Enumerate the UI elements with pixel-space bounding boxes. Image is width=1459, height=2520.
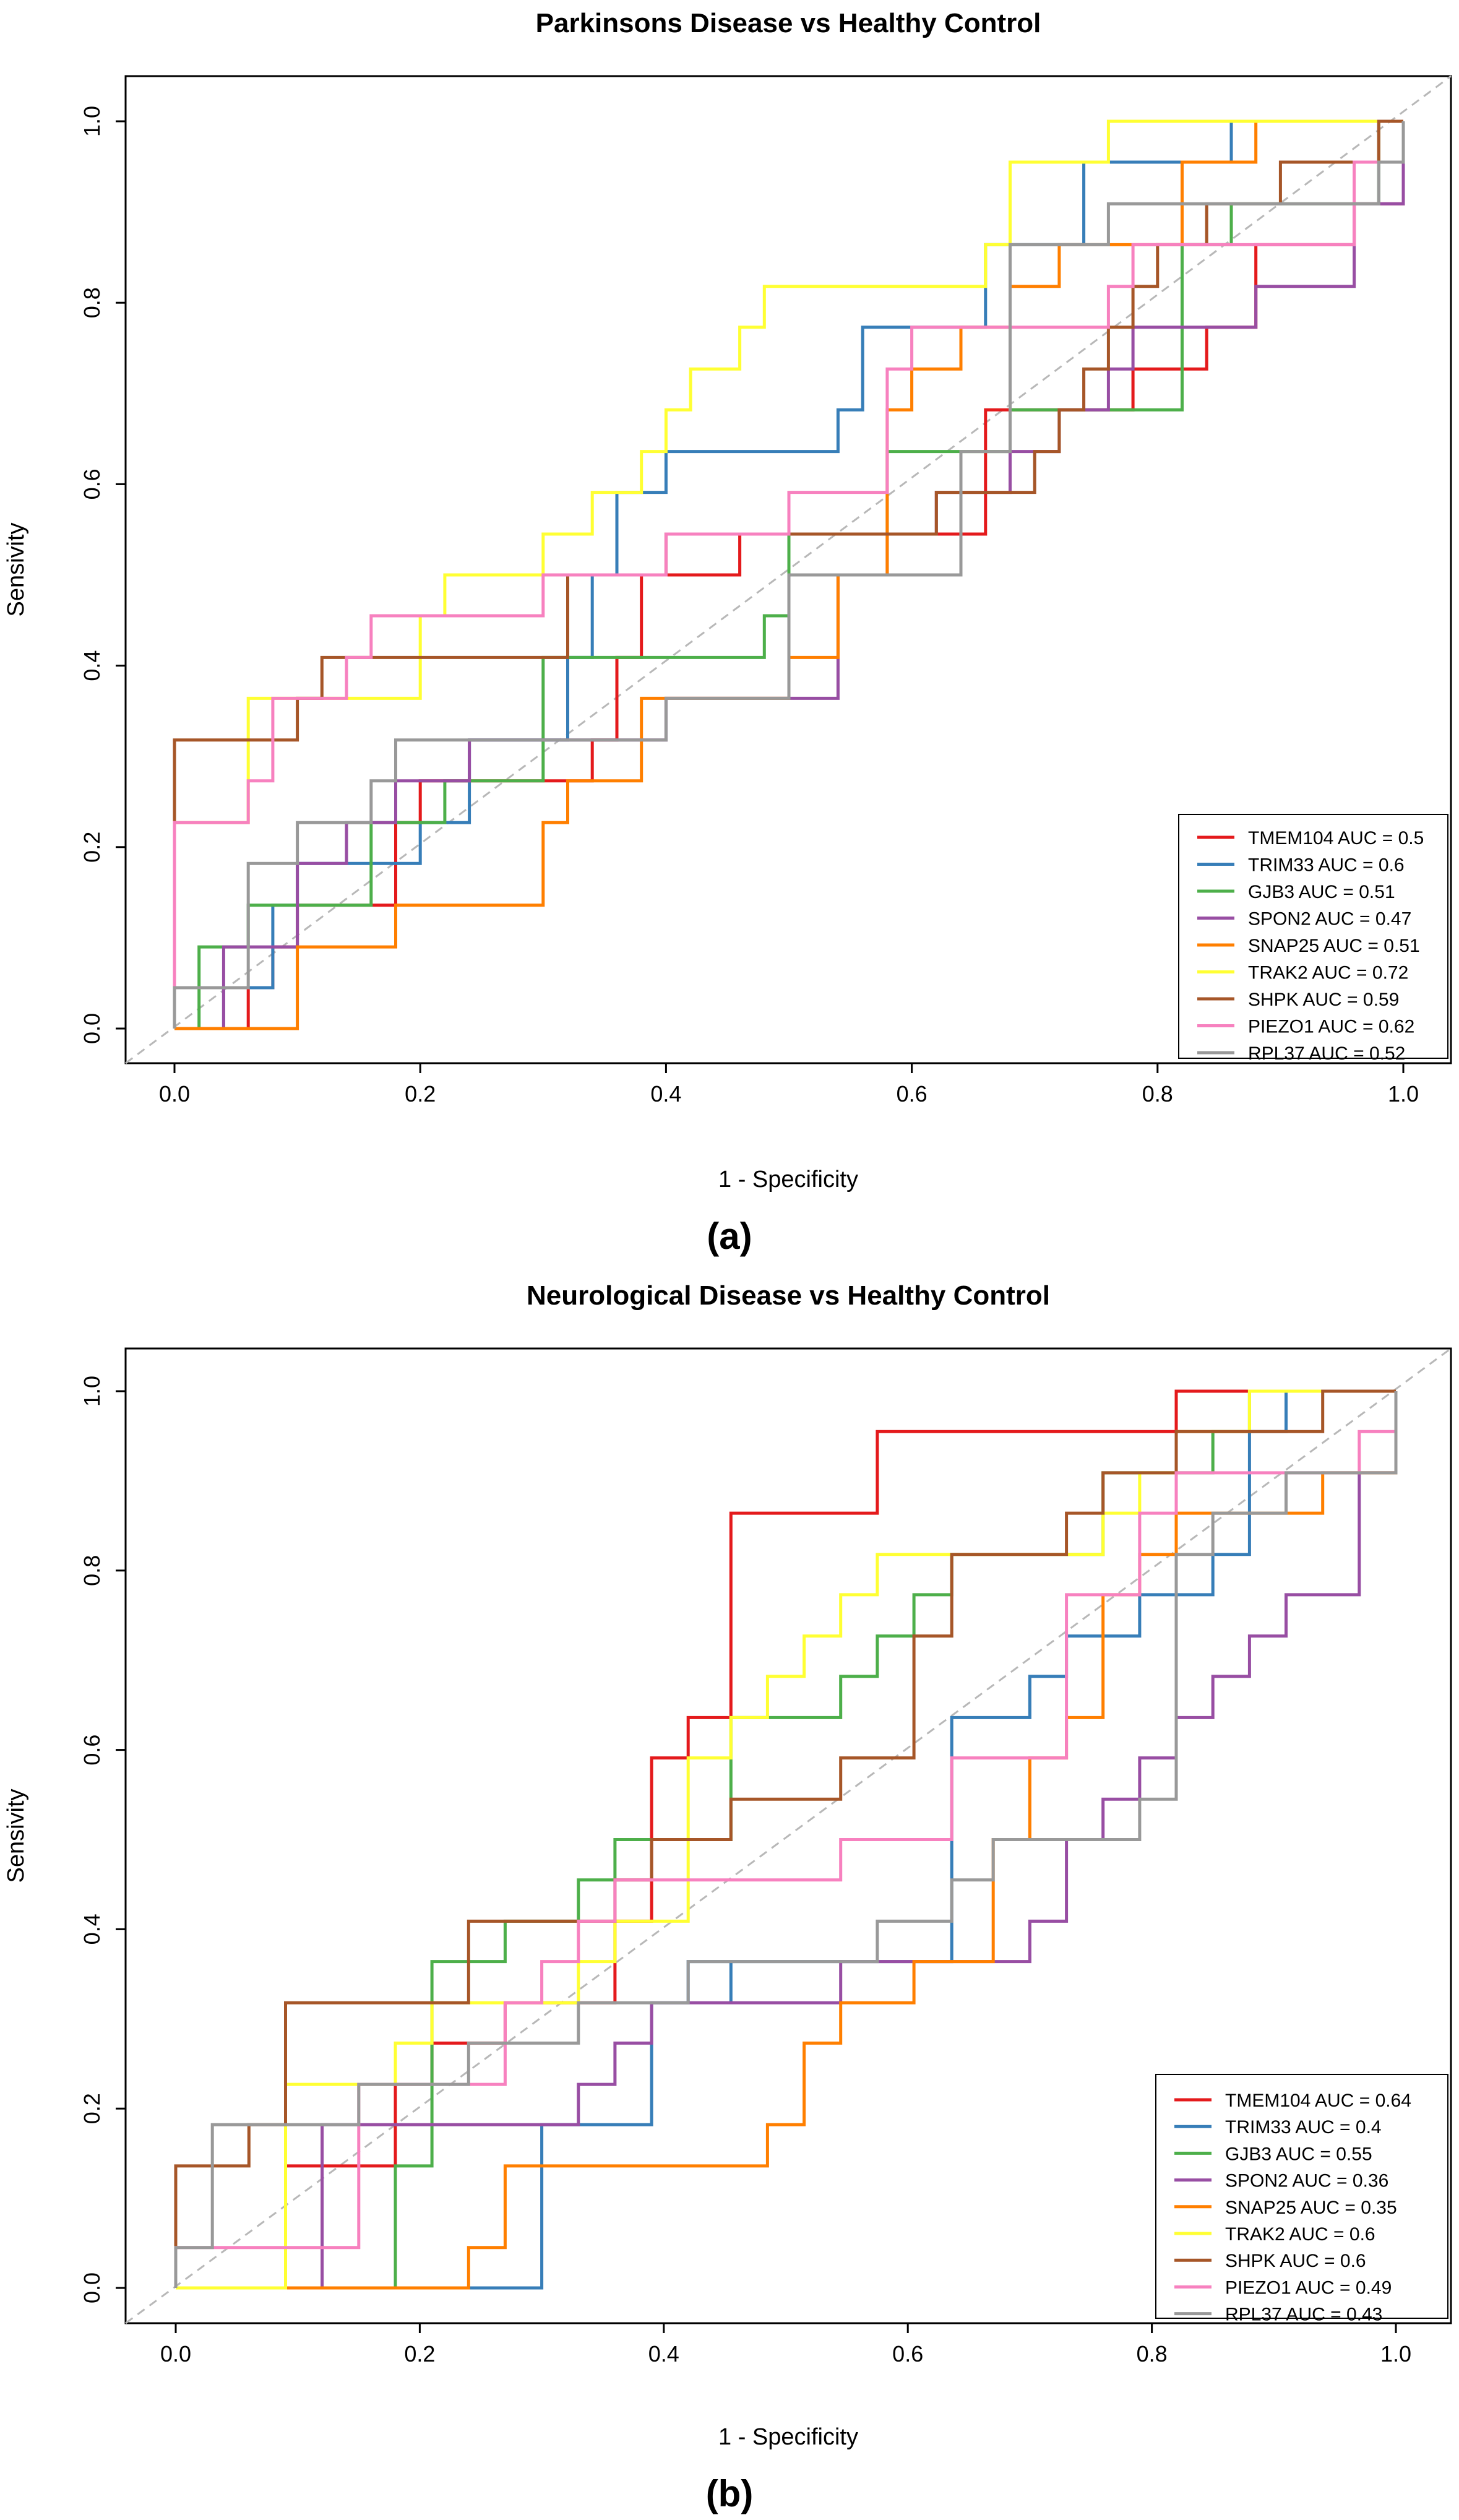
legend-label-snap25: SNAP25 AUC = 0.35	[1225, 2198, 1397, 2218]
roc-curve-trak2	[173, 119, 1403, 1029]
legend-label-tmem104: TMEM104 AUC = 0.5	[1248, 828, 1424, 848]
x-tick-label: 0.2	[404, 2341, 435, 2367]
legend-label-tmem104: TMEM104 AUC = 0.64	[1225, 2091, 1411, 2111]
y-tick-label: 0.8	[79, 1555, 105, 1586]
y-axis-label: Sensivity	[3, 1789, 29, 1883]
x-tick-label: 0.4	[650, 1081, 681, 1107]
legend-label-snap25: SNAP25 AUC = 0.51	[1248, 936, 1420, 956]
legend-label-rpl37: RPL37 AUC = 0.52	[1248, 1043, 1405, 1064]
x-tick-label: 0.2	[405, 1081, 436, 1107]
y-tick-label: 1.0	[79, 106, 105, 137]
x-tick-label: 1.0	[1380, 2341, 1411, 2367]
x-axis-label: 1 - Specificity	[718, 2424, 858, 2450]
legend-label-shpk: SHPK AUC = 0.59	[1248, 990, 1399, 1010]
roc-curve-shpk	[173, 119, 1403, 1029]
y-tick-label: 0.2	[79, 832, 105, 863]
x-tick-label: 0.4	[648, 2341, 679, 2367]
y-tick-label: 0.0	[79, 1013, 105, 1044]
plot-frame	[124, 75, 1452, 1064]
legend-label-trak2: TRAK2 AUC = 0.6	[1225, 2224, 1375, 2245]
x-tick-label: 0.0	[159, 1081, 190, 1107]
x-tick-label: 0.6	[892, 2341, 923, 2367]
y-tick-label: 0.2	[79, 2093, 105, 2124]
y-tick-label: 0.4	[79, 650, 105, 681]
legend-label-trim33: TRIM33 AUC = 0.4	[1225, 2117, 1382, 2138]
x-tick-label: 0.8	[1137, 2341, 1168, 2367]
legend-label-shpk: SHPK AUC = 0.6	[1225, 2251, 1366, 2271]
roc-curve-shpk	[174, 1389, 1396, 2288]
x-axis-label: 1 - Specificity	[718, 1167, 858, 1193]
y-tick-label: 0.4	[79, 1914, 105, 1944]
legend-label-piezo1: PIEZO1 AUC = 0.49	[1225, 2277, 1392, 2298]
roc-curve-trak2	[176, 1389, 1396, 2290]
legend-label-gjb3: GJB3 AUC = 0.55	[1225, 2144, 1372, 2164]
legend-box	[1178, 814, 1448, 1059]
legend-label-trak2: TRAK2 AUC = 0.72	[1248, 963, 1408, 983]
roc-curve-rpl37	[174, 1391, 1398, 2288]
roc-curve-trim33	[176, 1389, 1396, 2290]
legend-box	[1155, 2074, 1448, 2319]
panel-label: (a)	[707, 1215, 752, 1257]
panel-label: (b)	[706, 2473, 754, 2514]
y-tick-label: 0.6	[79, 468, 105, 499]
legend-label-spon2: SPON2 AUC = 0.47	[1248, 909, 1411, 930]
roc-curve-rpl37	[173, 121, 1405, 1029]
x-tick-label: 0.0	[160, 2341, 191, 2367]
diagonal-reference-line	[125, 75, 1452, 1064]
chart-title: Parkinsons Disease vs Healthy Control	[536, 8, 1041, 38]
y-axis-label: Sensivity	[3, 522, 29, 616]
x-tick-label: 0.6	[897, 1081, 927, 1107]
diagonal-reference-line	[125, 1347, 1452, 2324]
legend-label-spon2: SPON2 AUC = 0.36	[1225, 2171, 1388, 2191]
x-tick-label: 1.0	[1388, 1081, 1419, 1107]
y-tick-label: 0.6	[79, 1735, 105, 1766]
legend-label-trim33: TRIM33 AUC = 0.6	[1248, 855, 1405, 876]
plot-frame	[124, 1347, 1452, 2324]
legend-label-rpl37: RPL37 AUC = 0.43	[1225, 2305, 1382, 2325]
panel-b-roc-chart: Neurological Disease vs Healthy Control 0…	[3, 1280, 1452, 2514]
y-tick-label: 0.8	[79, 287, 105, 318]
legend-label-gjb3: GJB3 AUC = 0.51	[1248, 882, 1395, 902]
y-tick-label: 1.0	[79, 1376, 105, 1407]
x-tick-label: 0.8	[1142, 1081, 1173, 1107]
chart-title: Neurological Disease vs Healthy Control	[527, 1280, 1050, 1311]
roc-curve-piezo1	[173, 121, 1405, 1029]
legend-label-piezo1: PIEZO1 AUC = 0.62	[1248, 1017, 1414, 1037]
panel-a-roc-chart: Parkinsons Disease vs Healthy Control 0.0…	[3, 8, 1452, 1257]
y-tick-label: 0.0	[79, 2272, 105, 2303]
